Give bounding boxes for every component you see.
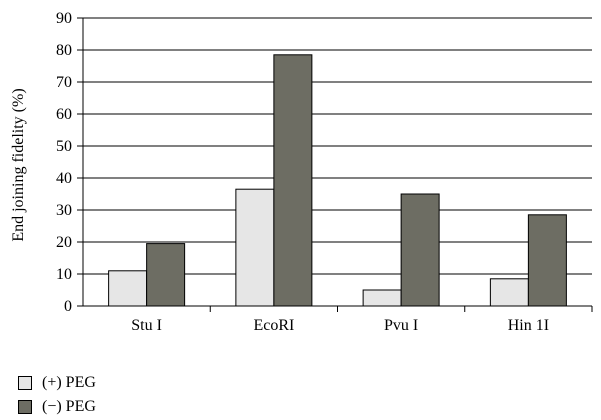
bar-plus-peg bbox=[108, 270, 148, 307]
x-tick-label: Hin 1I bbox=[508, 317, 549, 334]
legend-swatch-plus-peg bbox=[18, 376, 32, 390]
y-tick-label: 20 bbox=[56, 234, 72, 251]
x-tick-labels: Stu I EcoRI Pvu I Hin 1I bbox=[131, 317, 549, 334]
bar-minus-peg bbox=[527, 214, 567, 307]
legend-label-plus-peg: (+) PEG bbox=[42, 374, 96, 391]
bar-plus-peg bbox=[362, 289, 402, 307]
y-tick-labels: 0 10 20 30 40 50 60 70 80 90 bbox=[56, 10, 72, 315]
y-tick-label: 90 bbox=[56, 10, 72, 27]
legend: (+) PEG (−) PEG bbox=[18, 371, 96, 419]
y-tick-label: 30 bbox=[56, 202, 72, 219]
x-tick-label: Stu I bbox=[131, 317, 162, 334]
legend-item-plus-peg: (+) PEG bbox=[18, 371, 96, 395]
bar-minus-peg bbox=[146, 243, 186, 307]
legend-label-minus-peg: (−) PEG bbox=[42, 398, 96, 415]
legend-swatch-minus-peg bbox=[18, 400, 32, 414]
y-tick-label: 10 bbox=[56, 266, 72, 283]
gridlines bbox=[83, 17, 592, 275]
bar-minus-peg bbox=[273, 54, 313, 307]
x-tick-label: EcoRI bbox=[253, 317, 294, 334]
y-tick-label: 80 bbox=[56, 42, 72, 59]
x-tick-label: Pvu I bbox=[384, 317, 418, 334]
y-tick-label: 0 bbox=[64, 298, 72, 315]
y-tick-label: 60 bbox=[56, 106, 72, 123]
bars bbox=[108, 54, 567, 307]
y-tick-label: 50 bbox=[56, 138, 72, 155]
y-tick-label: 70 bbox=[56, 74, 72, 91]
y-tick-label: 40 bbox=[56, 170, 72, 187]
legend-item-minus-peg: (−) PEG bbox=[18, 395, 96, 419]
bar-plus-peg bbox=[489, 278, 529, 307]
bar-plus-peg bbox=[235, 188, 275, 307]
axes bbox=[77, 17, 593, 312]
bar-minus-peg bbox=[400, 193, 440, 307]
y-axis-label: End joining fidelity (%) bbox=[10, 88, 27, 241]
